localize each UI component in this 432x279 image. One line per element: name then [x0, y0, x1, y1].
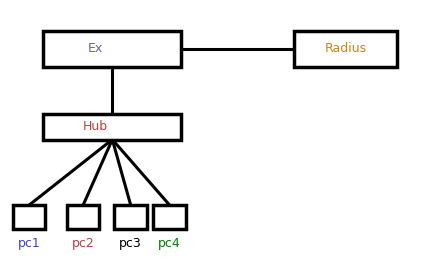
Text: Hub: Hub — [83, 121, 108, 133]
Text: pc3: pc3 — [119, 237, 142, 250]
FancyBboxPatch shape — [43, 31, 181, 67]
Text: pc4: pc4 — [158, 237, 181, 250]
Text: pc1: pc1 — [18, 237, 41, 250]
FancyBboxPatch shape — [43, 114, 181, 140]
Text: Radius: Radius — [324, 42, 367, 55]
Text: pc2: pc2 — [72, 237, 95, 250]
FancyBboxPatch shape — [67, 205, 99, 229]
FancyBboxPatch shape — [153, 205, 186, 229]
Text: Ex: Ex — [88, 42, 103, 55]
FancyBboxPatch shape — [114, 205, 147, 229]
FancyBboxPatch shape — [294, 31, 397, 67]
FancyBboxPatch shape — [13, 205, 45, 229]
